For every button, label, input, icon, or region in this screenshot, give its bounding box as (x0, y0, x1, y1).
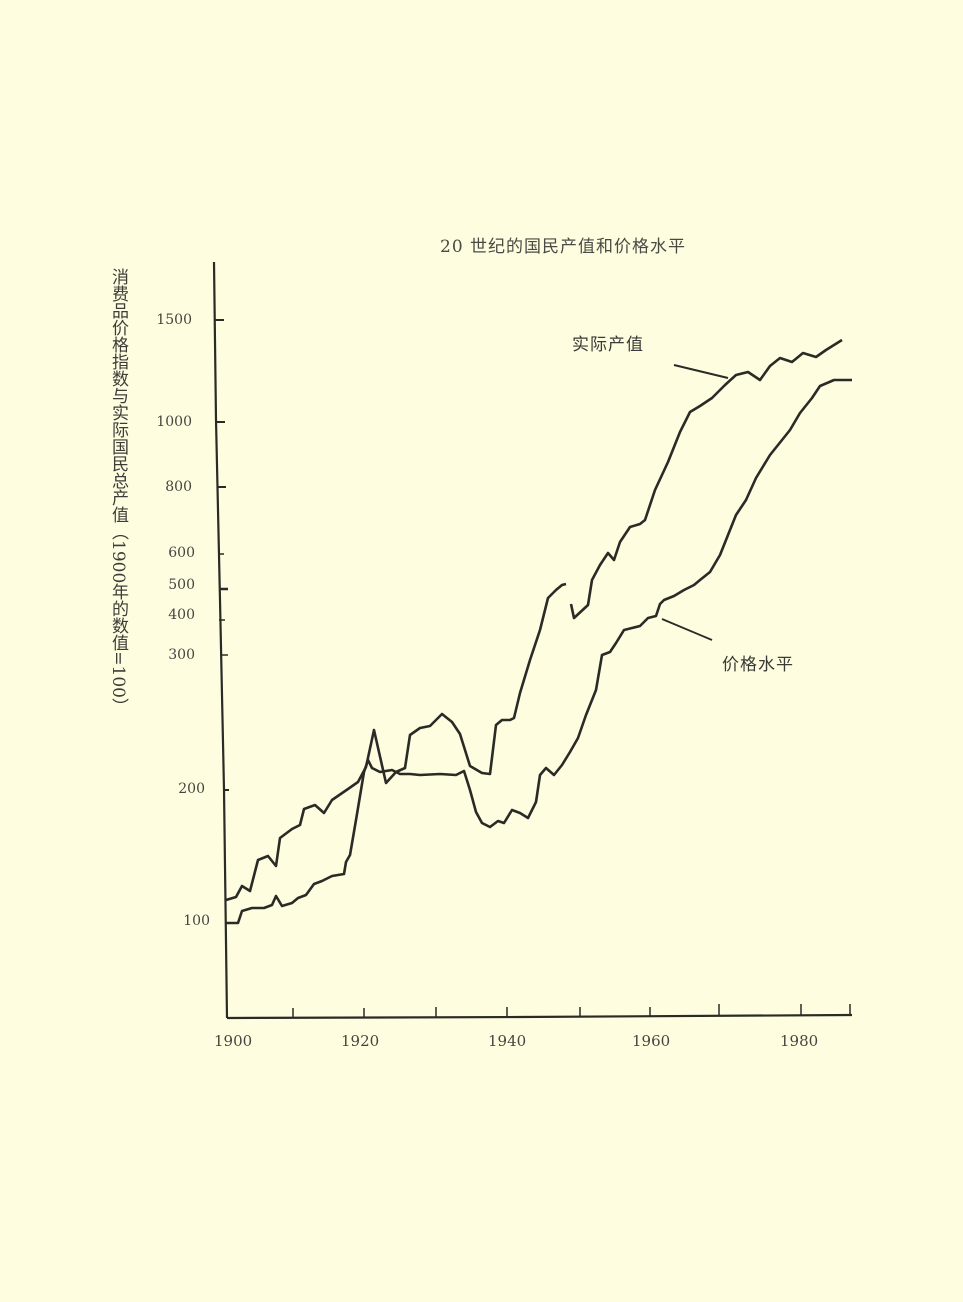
y-tick-400: 400 (168, 607, 195, 623)
legend-price-level: 价格水平 (722, 655, 794, 675)
y-axis (212, 261, 229, 1019)
y-tick-200: 200 (178, 781, 205, 797)
y-tick-600: 600 (168, 545, 195, 561)
legend-leader-real-output (673, 364, 729, 379)
chart-title: 20 世纪的国民产值和价格水平 (440, 237, 687, 257)
legend-real-output: 实际产值 (572, 335, 644, 355)
x-axis (226, 1004, 853, 1020)
x-tick-1940: 1940 (488, 1032, 527, 1050)
series-real-output (225, 338, 843, 902)
x-tick-1980: 1980 (780, 1032, 819, 1050)
x-tick-1960: 1960 (632, 1032, 671, 1050)
y-axis-label: 消费品价格指数与实际国民总产值（1900年的数值=100） (108, 268, 128, 715)
series-price-level (226, 378, 852, 925)
x-tick-1900: 1900 (214, 1032, 253, 1050)
legend-leader-price-level (661, 618, 713, 641)
y-tick-800: 800 (165, 479, 192, 495)
y-tick-1500: 1500 (156, 312, 192, 328)
x-tick-1920: 1920 (341, 1032, 380, 1050)
y-tick-300: 300 (168, 647, 195, 663)
y-tick-1000: 1000 (156, 414, 192, 430)
y-tick-100: 100 (183, 913, 210, 929)
y-tick-500: 500 (168, 577, 195, 593)
